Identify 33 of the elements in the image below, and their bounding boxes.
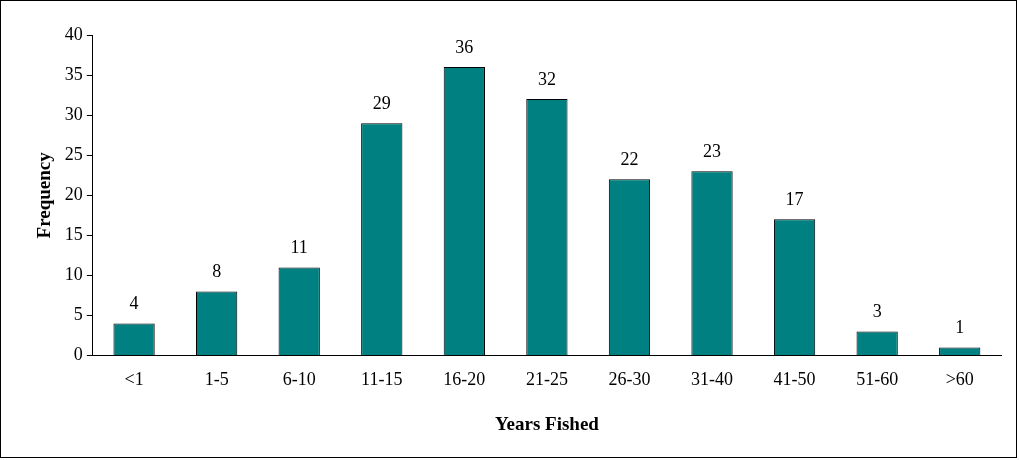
data-label: 29 (372, 92, 391, 113)
y-axis-title: Frequency (33, 151, 55, 239)
y-tick-label: 15 (64, 224, 83, 245)
data-label: 17 (785, 189, 804, 210)
data-label: 22 (620, 149, 639, 169)
x-tick-label: >60 (945, 369, 974, 390)
x-tick-label: 11-15 (361, 369, 403, 390)
y-tick-label: 5 (73, 304, 83, 325)
data-label: 3 (872, 301, 882, 322)
x-tick-label: 1-5 (204, 369, 229, 390)
x-tick-label: 31-40 (691, 369, 734, 390)
y-tick-label: 25 (64, 143, 83, 164)
y-tick-label: 20 (64, 184, 83, 205)
data-label: 8 (212, 261, 222, 282)
data-label: 36 (455, 36, 474, 57)
data-label: 32 (537, 68, 556, 89)
data-label: 11 (290, 237, 308, 258)
x-tick-label: <1 (124, 369, 144, 390)
y-tick-label: 30 (64, 103, 83, 124)
x-axis-title: Years Fished (494, 412, 600, 434)
data-label: 23 (703, 140, 722, 161)
x-tick-label: 21-25 (525, 369, 568, 390)
y-tick-label: 0 (73, 344, 83, 365)
y-tick-label: 35 (64, 63, 83, 84)
x-tick-label: 41-50 (773, 369, 816, 390)
x-tick-label: 6-10 (282, 369, 316, 390)
x-tick-label: 26-30 (608, 369, 651, 390)
data-label: 4 (129, 293, 139, 314)
x-tick-label: 51-60 (856, 369, 899, 390)
y-tick-label: 10 (64, 264, 83, 285)
data-label: 1 (955, 317, 965, 338)
x-tick-label: 16-20 (443, 369, 486, 390)
y-tick-label: 40 (64, 23, 83, 44)
